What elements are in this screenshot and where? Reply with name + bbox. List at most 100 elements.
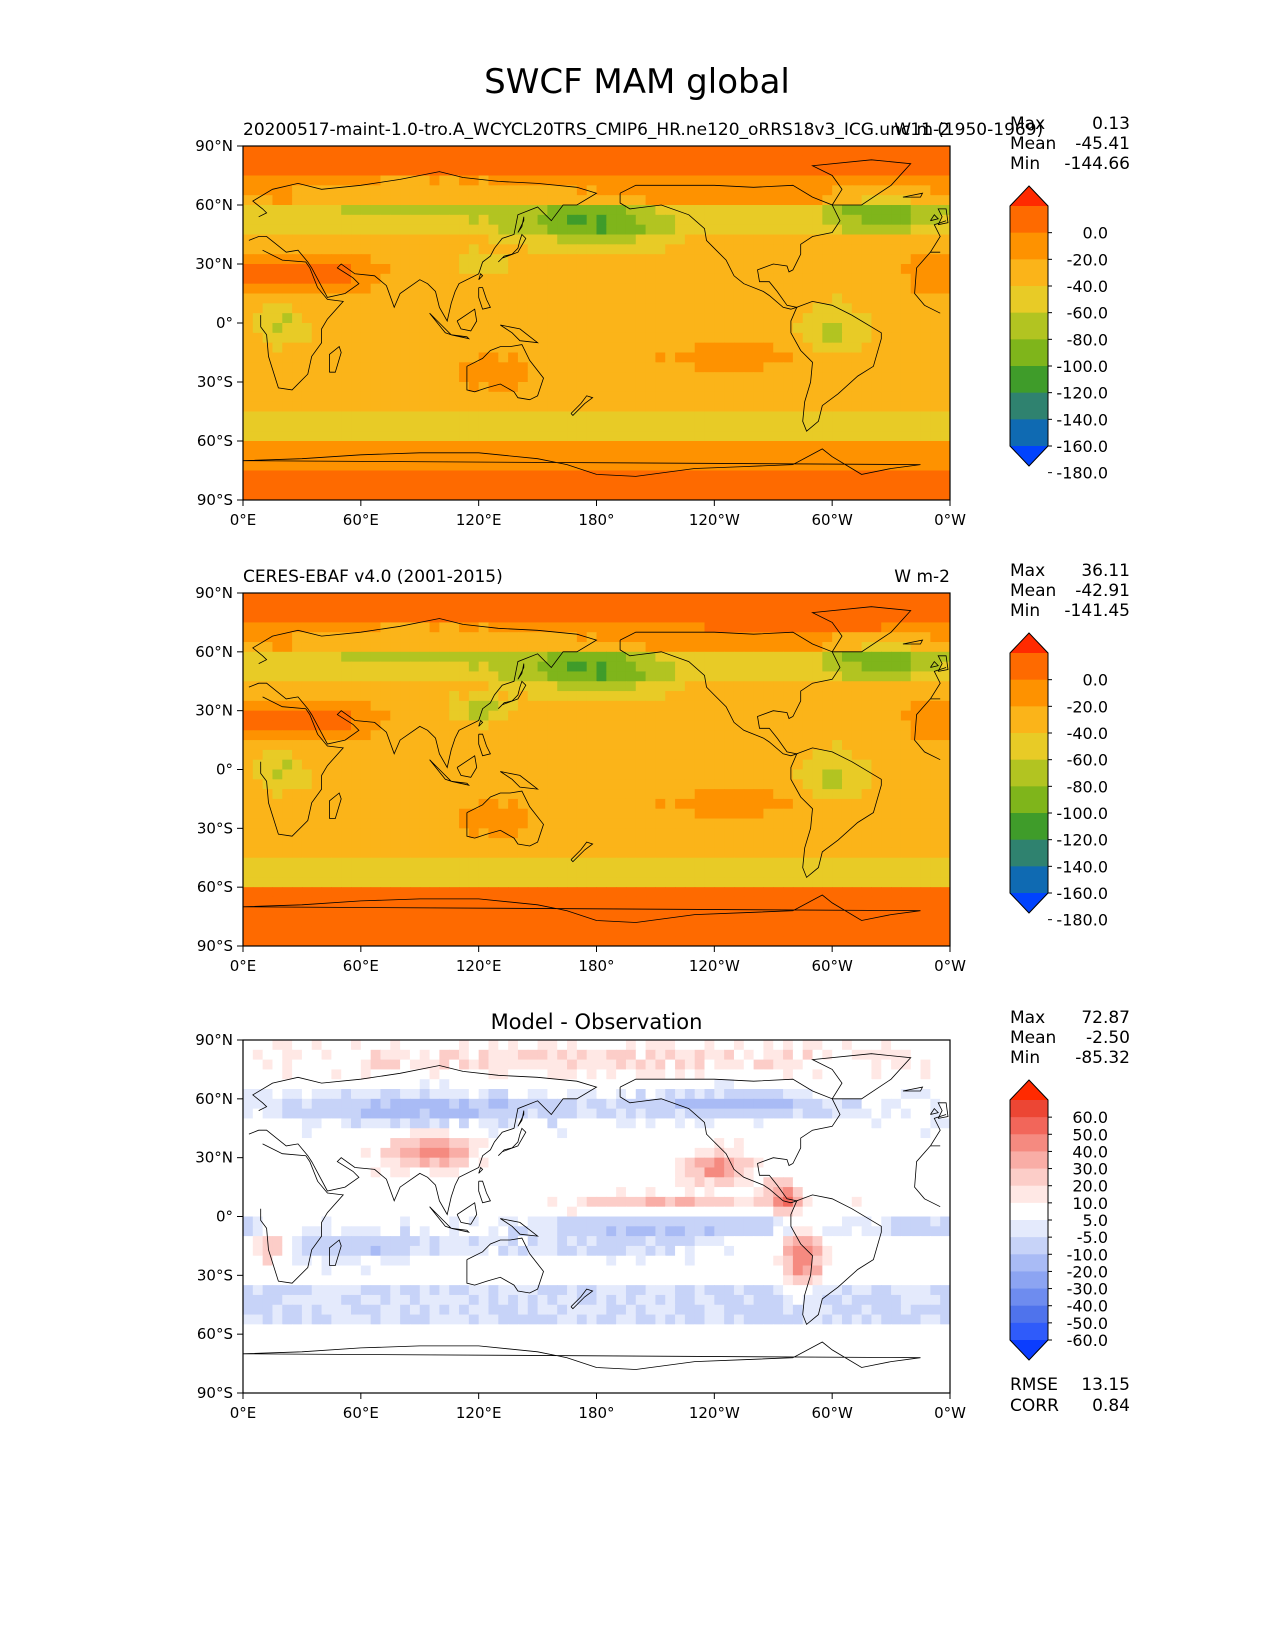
field-cell [940, 740, 950, 751]
field-cell [910, 460, 922, 472]
field-cell [704, 828, 715, 839]
field-cell [773, 254, 784, 265]
field-cell [547, 460, 558, 472]
field-cell [665, 332, 676, 344]
field-cell [321, 661, 332, 673]
field-cell [429, 273, 440, 285]
field-cell [498, 254, 509, 265]
field-cell [940, 470, 950, 481]
field-cell [743, 818, 755, 829]
field-cell [743, 691, 755, 702]
field-cell [243, 749, 254, 761]
field-cell [635, 700, 647, 712]
field-cell [282, 234, 293, 245]
field-cell [517, 264, 529, 275]
field-cell [517, 622, 529, 633]
field-cell [930, 460, 941, 472]
field-cell [321, 146, 332, 157]
field-cell [753, 480, 765, 491]
field-cell [262, 146, 274, 157]
field-cell [635, 730, 647, 741]
field-cell [351, 838, 362, 849]
field-cell [272, 352, 283, 363]
field-cell [429, 372, 440, 383]
field-cell [243, 234, 254, 245]
field-cell [351, 818, 362, 829]
field-cell [802, 651, 814, 663]
field-cell [282, 671, 293, 682]
field-cell [802, 612, 814, 624]
field-cell [596, 441, 607, 452]
field-cell [370, 759, 382, 771]
field-cell [881, 779, 892, 790]
field-cell [380, 642, 391, 653]
field-cell [841, 691, 853, 702]
field-cell [704, 632, 715, 643]
field-cell [252, 470, 264, 481]
field-cell [792, 195, 804, 206]
field-cell [773, 224, 784, 236]
field-cell [341, 877, 352, 888]
field-cell [930, 254, 941, 265]
field-cell [940, 441, 950, 452]
field-cell [871, 740, 882, 751]
field-cell [262, 867, 274, 878]
field-cell [724, 234, 735, 245]
field-cell [243, 460, 254, 472]
field-cell [429, 214, 440, 226]
field-cell [567, 769, 578, 780]
field-cell [606, 391, 617, 403]
field-cell [822, 720, 833, 731]
field-cell [419, 155, 431, 167]
field-cell [891, 691, 902, 702]
field-cell [252, 661, 264, 673]
field-cell [508, 372, 519, 383]
field-cell [409, 838, 421, 849]
field-cell [419, 362, 431, 373]
field-cell [243, 651, 254, 663]
field-cell [783, 352, 794, 363]
field-cell [871, 681, 882, 692]
field-cell [606, 730, 617, 741]
field-cell [498, 681, 509, 692]
field-cell [419, 391, 431, 403]
field-cell [301, 720, 313, 731]
field-cell [714, 441, 725, 452]
field-cell [714, 470, 725, 481]
field-cell [940, 362, 950, 373]
field-cell [439, 779, 450, 790]
field-cell [243, 671, 254, 682]
field-cell [812, 632, 823, 643]
field-cell [625, 283, 637, 295]
field-cell [576, 896, 588, 908]
field-cell [714, 234, 725, 245]
field-cell [763, 254, 774, 265]
field-cell [910, 867, 922, 878]
field-cell [331, 401, 342, 413]
field-cell [468, 818, 480, 829]
field-cell [645, 847, 657, 859]
field-cell [851, 593, 863, 604]
field-cell [243, 681, 254, 692]
field-cell [459, 632, 470, 643]
field-cell [567, 293, 578, 304]
field-cell [783, 642, 794, 653]
field-cell [694, 264, 706, 275]
field-cell [861, 234, 873, 245]
field-cell [792, 593, 804, 604]
field-cell [360, 175, 372, 186]
field-cell [321, 602, 332, 614]
field-cell [498, 896, 509, 908]
field-cell [861, 224, 873, 236]
field-cell [881, 293, 892, 304]
field-cell [576, 700, 588, 712]
field-cell [930, 214, 941, 226]
field-cell [832, 391, 843, 403]
field-cell [694, 700, 706, 712]
field-cell [645, 720, 657, 731]
field-cell [743, 700, 755, 712]
field-cell [851, 264, 863, 275]
field-cell [871, 362, 882, 373]
field-cell [567, 244, 578, 255]
field-cell [616, 818, 627, 829]
